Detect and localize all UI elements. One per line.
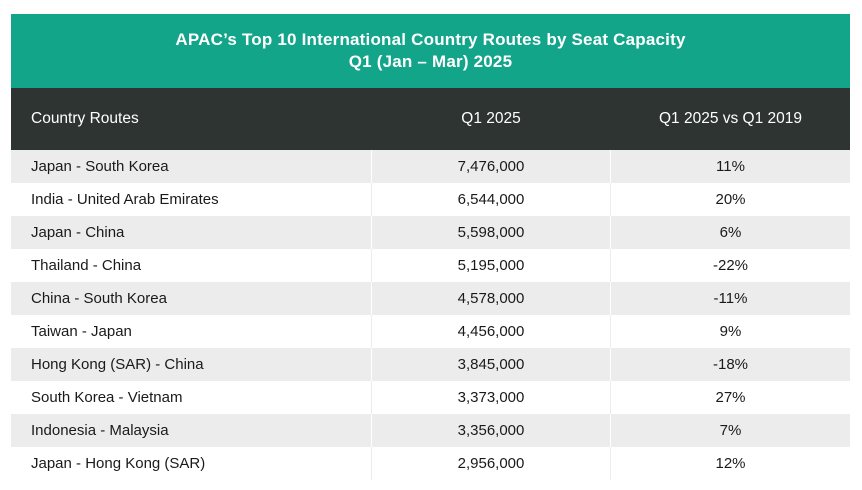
route-cell: Japan - Hong Kong (SAR) [31, 455, 206, 472]
table-row: Indonesia - Malaysia 3,356,000 7% [11, 414, 850, 447]
vs-2019-cell: 27% [715, 389, 746, 406]
header-vs-2019: Q1 2025 vs Q1 2019 [658, 110, 803, 127]
vs-2019-cell: 7% [719, 422, 742, 439]
q1-2025-cell: 4,456,000 [371, 315, 611, 348]
route-cell: Japan - China [31, 224, 125, 241]
table-row: Japan - South Korea 7,476,000 11% [11, 150, 850, 183]
table-row: Japan - Hong Kong (SAR) 2,956,000 12% [11, 447, 850, 480]
table-row: India - United Arab Emirates 6,544,000 20% [11, 183, 850, 216]
seat-capacity-table: APAC’s Top 10 International Country Rout… [11, 14, 850, 480]
route-cell: Taiwan - Japan [31, 323, 132, 340]
vs-2019-cell: 20% [715, 191, 746, 208]
route-cell: Hong Kong (SAR) - China [31, 356, 204, 373]
route-cell: China - South Korea [31, 290, 167, 307]
table-row: South Korea - Vietnam 3,373,000 27% [11, 381, 850, 414]
table-body: Japan - South Korea 7,476,000 11% India - U… [11, 150, 850, 480]
route-cell: Indonesia - Malaysia [31, 422, 169, 439]
header-q1-2025: Q1 2025 [461, 110, 521, 127]
table-title: APAC’s Top 10 International Country Rout… [175, 30, 686, 49]
title-bar: APAC’s Top 10 International Country Rout… [11, 14, 850, 88]
table-row: Hong Kong (SAR) - China 3,845,000 -18% [11, 348, 850, 381]
vs-2019-cell: 9% [719, 323, 742, 340]
q1-2025-cell: 3,845,000 [371, 348, 611, 381]
q1-2025-cell: 7,476,000 [371, 150, 611, 183]
q1-2025-cell: 5,195,000 [371, 249, 611, 282]
q1-2025-cell: 2,956,000 [371, 447, 611, 480]
vs-2019-cell: -11% [713, 290, 748, 307]
vs-2019-cell: 6% [719, 224, 742, 241]
route-cell: India - United Arab Emirates [31, 191, 219, 208]
route-cell: Thailand - China [31, 257, 142, 274]
route-cell: South Korea - Vietnam [31, 389, 183, 406]
vs-2019-cell: 11% [716, 158, 745, 175]
header-row: Country Routes Q1 2025 Q1 2025 vs Q1 201… [11, 88, 850, 150]
q1-2025-cell: 6,544,000 [371, 183, 611, 216]
q1-2025-cell: 3,356,000 [371, 414, 611, 447]
vs-2019-cell: -18% [712, 356, 749, 373]
header-country-routes: Country Routes [31, 110, 139, 127]
q1-2025-cell: 4,578,000 [371, 282, 611, 315]
vs-2019-cell: 12% [715, 455, 746, 472]
table-row: Taiwan - Japan 4,456,000 9% [11, 315, 850, 348]
table-row: China - South Korea 4,578,000 -11% [11, 282, 850, 315]
q1-2025-cell: 5,598,000 [371, 216, 611, 249]
table-row: Thailand - China 5,195,000 -22% [11, 249, 850, 282]
table-subtitle: Q1 (Jan – Mar) 2025 [348, 52, 513, 71]
route-cell: Japan - South Korea [31, 158, 169, 175]
vs-2019-cell: -22% [712, 257, 749, 274]
q1-2025-cell: 3,373,000 [371, 381, 611, 414]
table-row: Japan - China 5,598,000 6% [11, 216, 850, 249]
